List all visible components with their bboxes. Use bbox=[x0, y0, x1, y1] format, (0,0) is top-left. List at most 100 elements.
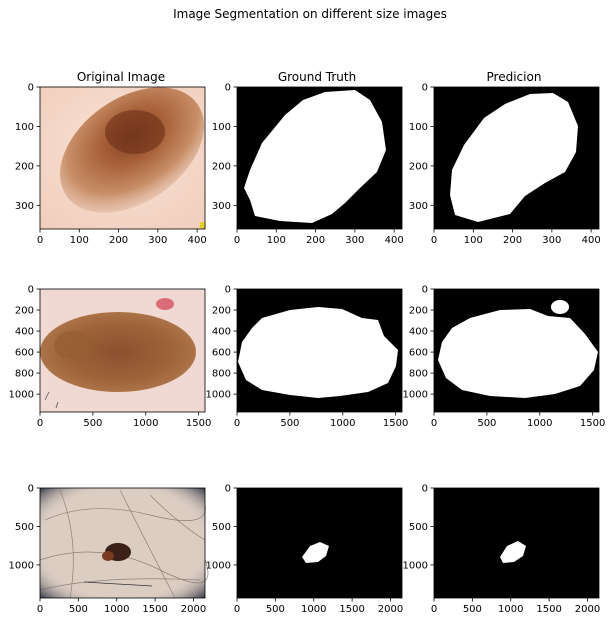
y-tick-label: 500 bbox=[409, 522, 428, 533]
y-tick-label: 0 bbox=[28, 83, 34, 94]
x-tick-label: 500 bbox=[83, 418, 102, 429]
y-tick-label: 300 bbox=[15, 201, 34, 212]
y-tick-label: 500 bbox=[212, 522, 231, 533]
x-tick-label: 0 bbox=[234, 418, 240, 429]
y-tick-label: 800 bbox=[409, 369, 428, 380]
y-tick-label: 1000 bbox=[403, 390, 428, 401]
x-tick-label: 0 bbox=[234, 604, 240, 615]
x-tick-label: 300 bbox=[542, 235, 561, 246]
y-tick-label: 400 bbox=[409, 327, 428, 338]
axes-frame bbox=[39, 86, 206, 230]
figure-title: Image Segmentation on different size ima… bbox=[173, 7, 447, 21]
y-tick-label: 1000 bbox=[206, 560, 231, 571]
y-tick-label: 100 bbox=[212, 122, 231, 133]
panel-r3-c1-axes: 0 500 1000 1500 2000 0 500 1000 bbox=[9, 484, 207, 616]
panel-r3-c2-axes: 0 500 1000 1500 2000 0 500 1000 bbox=[206, 484, 404, 616]
x-tick-label: 100 bbox=[464, 235, 483, 246]
x-tick-label: 0 bbox=[37, 418, 43, 429]
y-tick-label: 0 bbox=[28, 484, 34, 495]
y-tick-label: 1000 bbox=[9, 560, 34, 571]
panel-r2-c2-axes: 0 500 1000 1500 0 200 400 600 800 1000 bbox=[206, 285, 409, 430]
x-tick-label: 1500 bbox=[383, 418, 408, 429]
axes-frame bbox=[39, 288, 206, 413]
y-tick-label: 300 bbox=[212, 201, 231, 212]
y-tick-label: 600 bbox=[15, 348, 34, 359]
x-tick-label: 500 bbox=[280, 418, 299, 429]
x-tick-label: 0 bbox=[37, 235, 43, 246]
y-tick-label: 0 bbox=[225, 484, 231, 495]
y-tick-label: 200 bbox=[15, 306, 34, 317]
panel-r1-c2-image bbox=[237, 87, 402, 229]
y-tick-label: 200 bbox=[409, 306, 428, 317]
x-tick-label: 1500 bbox=[186, 418, 211, 429]
x-tick-label: 1500 bbox=[142, 604, 167, 615]
y-tick-label: 800 bbox=[212, 369, 231, 380]
panel-r2-c1-image bbox=[40, 289, 205, 412]
panel-r3-c3-image bbox=[434, 488, 599, 598]
y-tick-label: 0 bbox=[225, 83, 231, 94]
y-tick-label: 200 bbox=[409, 161, 428, 172]
y-tick-label: 0 bbox=[422, 285, 428, 296]
x-tick-label: 500 bbox=[463, 604, 482, 615]
x-tick-label: 1500 bbox=[580, 418, 605, 429]
axes-frame bbox=[236, 487, 403, 599]
y-tick-label: 1000 bbox=[403, 560, 428, 571]
axes-frame bbox=[433, 86, 600, 230]
panel-r2-c2-image bbox=[237, 289, 402, 412]
y-tick-label: 500 bbox=[15, 522, 34, 533]
panel-r1-c3-axes: 0 100 200 300 400 0 100 200 300 bbox=[409, 83, 601, 247]
panel-r1-c3-image bbox=[434, 87, 599, 229]
y-tick-label: 200 bbox=[15, 161, 34, 172]
y-tick-label: 400 bbox=[15, 327, 34, 338]
x-tick-label: 2000 bbox=[575, 604, 600, 615]
panel-r2-c3-image bbox=[434, 289, 599, 412]
y-tick-label: 600 bbox=[212, 348, 231, 359]
x-tick-label: 500 bbox=[69, 604, 88, 615]
y-tick-label: 200 bbox=[212, 306, 231, 317]
y-tick-label: 0 bbox=[422, 83, 428, 94]
x-tick-label: 300 bbox=[345, 235, 364, 246]
x-tick-label: 0 bbox=[37, 604, 43, 615]
y-tick-label: 200 bbox=[212, 161, 231, 172]
panel-r3-c1-image bbox=[39, 488, 209, 599]
x-tick-label: 0 bbox=[431, 604, 437, 615]
y-tick-label: 400 bbox=[212, 327, 231, 338]
x-tick-label: 100 bbox=[267, 235, 286, 246]
y-tick-label: 100 bbox=[15, 122, 34, 133]
x-tick-label: 500 bbox=[477, 418, 496, 429]
x-tick-label: 0 bbox=[234, 235, 240, 246]
x-tick-label: 1000 bbox=[104, 604, 129, 615]
panel-r1-c1-axes: 0 100 200 300 400 0 100 200 300 bbox=[15, 83, 207, 247]
x-tick-label: 2000 bbox=[378, 604, 403, 615]
x-tick-label: 1000 bbox=[330, 418, 355, 429]
y-tick-label: 100 bbox=[409, 122, 428, 133]
panel-r2-c3-axes: 0 500 1000 1500 0 200 400 600 800 1000 bbox=[403, 285, 606, 430]
x-tick-label: 0 bbox=[431, 235, 437, 246]
panel-r3-c3-axes: 0 500 1000 1500 2000 0 500 1000 bbox=[403, 484, 601, 616]
column-title-original: Original Image bbox=[77, 70, 165, 84]
panel-r1-c1-image bbox=[40, 87, 205, 229]
axes-frame bbox=[236, 86, 403, 230]
x-tick-label: 1500 bbox=[536, 604, 561, 615]
x-tick-label: 400 bbox=[582, 235, 601, 246]
x-tick-label: 400 bbox=[188, 235, 207, 246]
x-tick-label: 200 bbox=[503, 235, 522, 246]
x-tick-label: 1000 bbox=[527, 418, 552, 429]
axes-frame bbox=[433, 288, 600, 413]
y-tick-label: 0 bbox=[28, 285, 34, 296]
y-tick-label: 800 bbox=[15, 369, 34, 380]
column-title-ground-truth: Ground Truth bbox=[278, 70, 356, 84]
axes-frame bbox=[39, 487, 206, 599]
y-tick-label: 300 bbox=[409, 201, 428, 212]
panel-r3-c2-image bbox=[237, 488, 402, 598]
x-tick-label: 1000 bbox=[498, 604, 523, 615]
x-tick-label: 1000 bbox=[133, 418, 158, 429]
column-title-prediction: Predicion bbox=[487, 70, 542, 84]
y-tick-label: 1000 bbox=[9, 390, 34, 401]
y-tick-label: 0 bbox=[225, 285, 231, 296]
x-tick-label: 2000 bbox=[181, 604, 206, 615]
x-tick-label: 300 bbox=[148, 235, 167, 246]
panel-r1-c2-axes: 0 100 200 300 400 0 100 200 300 bbox=[212, 83, 404, 247]
y-tick-label: 0 bbox=[422, 484, 428, 495]
x-tick-label: 500 bbox=[266, 604, 285, 615]
